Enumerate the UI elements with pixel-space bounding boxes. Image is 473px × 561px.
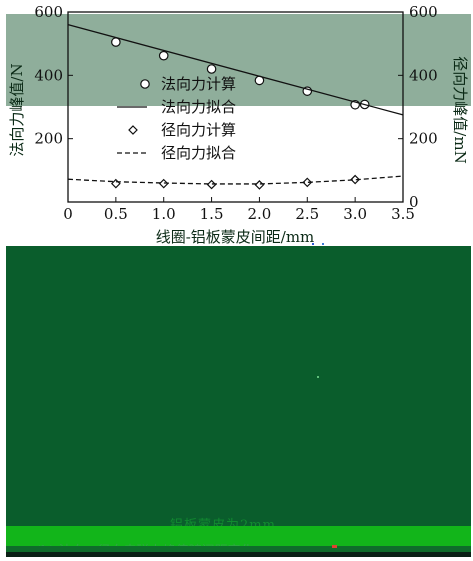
axis-ticks [67, 11, 404, 203]
normal-calc-point [158, 50, 169, 61]
radial-calc-point [302, 177, 313, 188]
y-left-tick-label: 400 [34, 66, 63, 84]
legend-label: 径向力拟合 [161, 144, 236, 162]
radial-calc-point [350, 174, 360, 185]
y-right-tick-label: 0 [409, 193, 419, 211]
x-tick-label: 3.5 [391, 205, 415, 223]
speck [322, 243, 324, 245]
x-tick-label: 2.5 [295, 205, 319, 223]
top-strip [6, 6, 471, 14]
x-tick-label: 1.0 [152, 205, 176, 223]
plot-frame [67, 11, 404, 203]
legend-label: 法向力计算 [161, 75, 236, 93]
series-layer [67, 24, 404, 190]
radial-calc-point [158, 178, 169, 189]
plot-border [67, 11, 404, 203]
legend-diamond-icon [128, 125, 138, 135]
y-axis-label-left: 法向力峰值/N [8, 63, 26, 156]
speck [317, 376, 319, 378]
legend-label: 径向力计算 [161, 121, 236, 139]
normal-calc-point [206, 64, 217, 74]
x-tick-label: 1.5 [200, 205, 224, 223]
bottom-strip [6, 546, 471, 556]
dark-overlay-panel [6, 246, 471, 532]
x-tick-label: 3.0 [343, 205, 367, 223]
bottom-dark-strip [6, 552, 471, 557]
y-axis-label-right: 径向力峰值/mN [451, 56, 469, 163]
normal-calc-point [111, 37, 121, 47]
x-axis-label: 线圈-铝板蒙皮间距/mm [156, 228, 315, 246]
x-tick-label: 0.5 [104, 205, 128, 223]
speck [332, 545, 337, 548]
speck [312, 243, 314, 245]
legend-circle-icon [140, 79, 150, 89]
y-left-tick-label: 600 [34, 3, 63, 21]
y-right-tick-label: 200 [409, 130, 438, 148]
legend-label: 法向力拟合 [161, 98, 236, 116]
plot-area [68, 106, 403, 202]
y-right-tick-label: 400 [409, 66, 438, 84]
y-right-tick-label: 600 [409, 3, 438, 21]
y-left-tick-label: 200 [34, 130, 63, 148]
top-band [6, 12, 471, 106]
x-tick-label: 0 [63, 205, 73, 223]
tick-labels: 0 0.5 1.0 1.5 2.0 2.5 3.0 3.5 200 400 600 0 200 400 60… [34, 3, 437, 223]
x-tick-label: 2.0 [247, 205, 271, 223]
normal-fit-line [67, 24, 404, 116]
